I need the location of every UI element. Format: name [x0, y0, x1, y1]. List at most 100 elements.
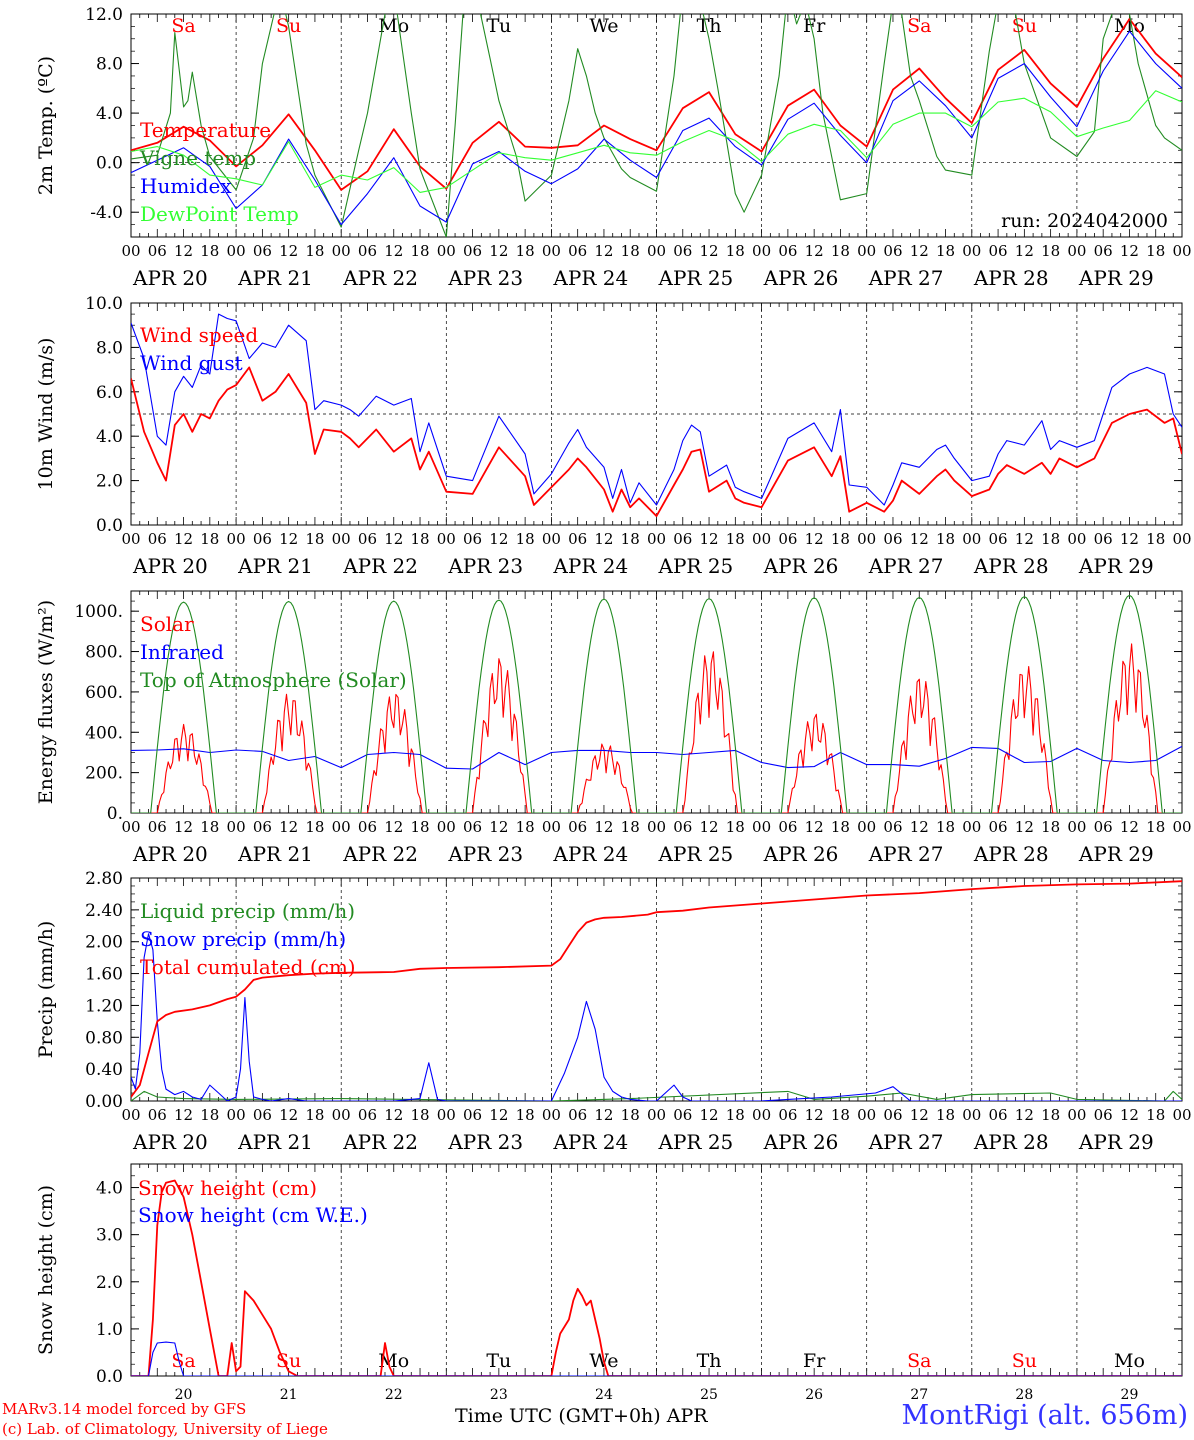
hour-tick-label: 06 — [253, 818, 272, 836]
hour-tick-label: 18 — [936, 1106, 955, 1124]
hour-tick-label: 00 — [1067, 818, 1086, 836]
hour-tick-label: 00 — [437, 530, 456, 548]
hour-tick-label: 00 — [227, 818, 246, 836]
hour-tick-label: 12 — [910, 1106, 929, 1124]
y-tick-label: 0.00 — [85, 1092, 123, 1112]
hour-tick-label: 06 — [358, 242, 377, 260]
hour-tick-label: 18 — [831, 818, 850, 836]
station-title: MontRigi (alt. 656m) — [901, 1400, 1188, 1431]
legend-entry: Infrared — [140, 640, 224, 664]
hour-tick-label: 12 — [174, 530, 193, 548]
date-label: APR 24 — [552, 554, 628, 578]
hour-tick-label: 06 — [463, 818, 482, 836]
date-label: APR 28 — [973, 554, 1049, 578]
hour-tick-label: 18 — [200, 818, 219, 836]
day-name-label: Mo — [378, 15, 409, 37]
hour-tick-label: 00 — [857, 530, 876, 548]
date-label: APR 25 — [658, 1130, 734, 1154]
y-axis-label: Precip (mm/h) — [35, 921, 57, 1059]
day-name-label: Tu — [486, 15, 511, 37]
day-number-label: 26 — [805, 1387, 823, 1403]
hour-tick-label: 06 — [778, 530, 797, 548]
hour-tick-label: 00 — [121, 1106, 140, 1124]
hour-tick-label: 00 — [542, 242, 561, 260]
y-tick-label: 2.0 — [96, 472, 123, 492]
hour-tick-label: 00 — [752, 242, 771, 260]
hour-tick-label: 06 — [778, 818, 797, 836]
hour-tick-label: 12 — [1120, 242, 1139, 260]
hour-tick-label: 00 — [647, 242, 666, 260]
date-label: APR 20 — [132, 266, 208, 290]
hour-tick-label: 12 — [700, 818, 719, 836]
hour-tick-label: 12 — [174, 242, 193, 260]
date-label: APR 20 — [132, 554, 208, 578]
y-tick-label: 0.0 — [96, 154, 123, 174]
y-tick-label: 1.20 — [85, 996, 123, 1016]
series-group — [131, 1179, 1182, 1376]
hour-tick-label: 18 — [1041, 530, 1060, 548]
hour-tick-label: 00 — [962, 242, 981, 260]
hour-tick-label: 00 — [962, 1106, 981, 1124]
hour-tick-label: 12 — [594, 242, 613, 260]
date-label: APR 29 — [1078, 842, 1154, 866]
date-label: APR 27 — [868, 1130, 944, 1154]
hour-tick-label: 12 — [1120, 1106, 1139, 1124]
hour-tick-label: 18 — [200, 530, 219, 548]
hour-tick-label: 18 — [305, 818, 324, 836]
day-number-label: 20 — [175, 1387, 193, 1403]
date-label: APR 25 — [658, 266, 734, 290]
hour-tick-label: 12 — [384, 1106, 403, 1124]
hour-tick-label: 06 — [778, 242, 797, 260]
series-line-liquid-precip-mm-h- — [131, 1090, 1182, 1101]
hour-tick-label: 12 — [174, 818, 193, 836]
hour-tick-label: 06 — [1094, 530, 1113, 548]
series-line-vigne-temp — [131, 14, 1182, 237]
hour-tick-label: 00 — [962, 530, 981, 548]
day-number-label: 29 — [1121, 1387, 1139, 1403]
y-axis-label: 10m Wind (m/s) — [35, 338, 57, 491]
hour-tick-label: 06 — [463, 242, 482, 260]
time-axis-title: Time UTC (GMT+0h) — [455, 1405, 661, 1427]
hour-tick-label: 06 — [568, 530, 587, 548]
y-tick-label: 10.0 — [85, 294, 123, 314]
series-line-wind-gust — [131, 313, 1182, 506]
hour-tick-label: 18 — [200, 1106, 219, 1124]
date-label: APR 22 — [342, 266, 418, 290]
hour-tick-label: 18 — [831, 530, 850, 548]
day-number-label: 27 — [910, 1387, 928, 1403]
hour-tick-label: 00 — [227, 242, 246, 260]
hour-tick-label: 00 — [542, 818, 561, 836]
series-group — [131, 14, 1182, 237]
hour-tick-label: 00 — [1172, 242, 1191, 260]
hour-tick-label: 12 — [594, 530, 613, 548]
hour-tick-label: 00 — [857, 242, 876, 260]
hour-tick-label: 18 — [1041, 1106, 1060, 1124]
hour-tick-label: 12 — [1015, 1106, 1034, 1124]
hour-tick-label: 00 — [1172, 530, 1191, 548]
series-line-total-cumulated-cm- — [131, 880, 1182, 1098]
date-label: APR 29 — [1078, 266, 1154, 290]
date-label: APR 27 — [868, 842, 944, 866]
day-number-label: 21 — [280, 1387, 298, 1403]
hour-tick-label: 06 — [989, 818, 1008, 836]
date-label: APR 24 — [552, 1130, 628, 1154]
series-line-dewpoint-temp — [131, 90, 1182, 193]
hour-tick-label: 06 — [883, 818, 902, 836]
y-tick-label: 2.0 — [96, 1273, 123, 1293]
hour-tick-label: 06 — [568, 1106, 587, 1124]
y-tick-label: 4.0 — [96, 427, 123, 447]
hour-tick-label: 00 — [332, 818, 351, 836]
hour-tick-label: 00 — [121, 242, 140, 260]
model-line: MARv3.14 model forced by GFS — [2, 1400, 247, 1418]
hour-tick-label: 18 — [936, 530, 955, 548]
hour-tick-label: 18 — [726, 242, 745, 260]
hour-tick-label: 06 — [883, 530, 902, 548]
hour-tick-label: 18 — [516, 242, 535, 260]
hour-tick-label: 00 — [647, 530, 666, 548]
day-name-label: Sa — [907, 15, 931, 37]
y-tick-label: 4.0 — [96, 1179, 123, 1199]
hour-tick-label: 18 — [621, 818, 640, 836]
hour-tick-label: 06 — [883, 1106, 902, 1124]
hour-tick-label: 18 — [516, 818, 535, 836]
legend-entry: Snow precip (mm/h) — [140, 927, 346, 951]
